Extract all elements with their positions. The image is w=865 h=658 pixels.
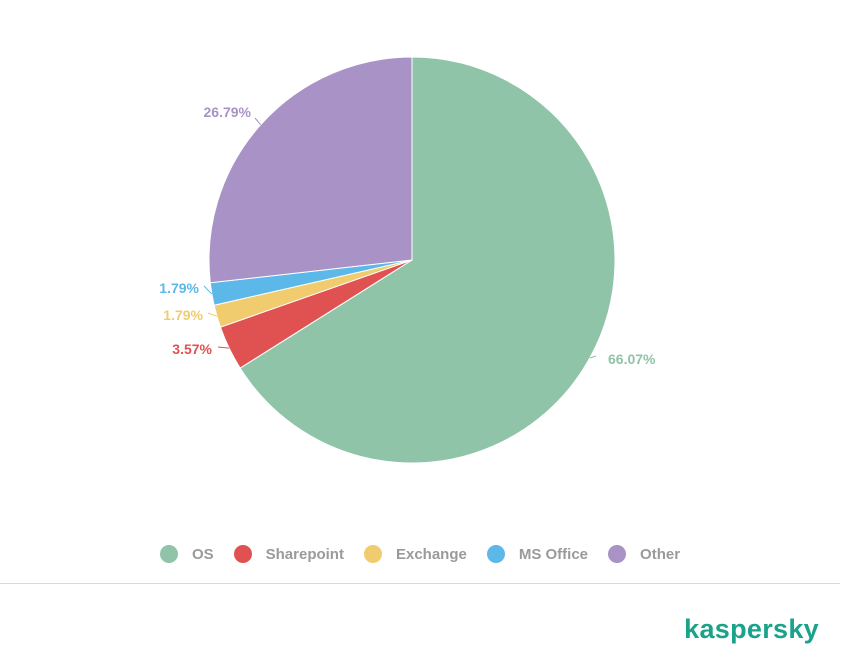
pie-slices: [208, 56, 616, 464]
legend-swatch-other: [608, 545, 627, 563]
leader-line-sharepoint: [217, 346, 230, 349]
legend-label-os: OS: [191, 545, 214, 563]
legend-item-other[interactable]: Other: [608, 545, 680, 563]
legend-item-ms-office[interactable]: MS Office: [486, 545, 589, 563]
legend-label-other: Other: [640, 545, 681, 563]
leader-line-os: [589, 355, 597, 359]
legend-label-sharepoint: Sharepoint: [265, 545, 344, 563]
leader-line-ms-office: [203, 285, 213, 295]
leader-line-other: [254, 117, 262, 126]
legend-item-sharepoint[interactable]: Sharepoint: [233, 545, 344, 563]
legend-swatch-os: [159, 545, 178, 563]
legend-swatch-sharepoint: [233, 545, 252, 563]
leader-line-exchange: [207, 312, 218, 317]
legend-swatch-exchange: [363, 545, 382, 563]
legend-item-os[interactable]: OS: [159, 545, 214, 563]
pie-slice-os[interactable]: [239, 56, 616, 464]
slice-label-os: 66.07%: [608, 351, 656, 367]
slice-label-ms-office: 1.79%: [159, 280, 199, 296]
chart-legend: OS Sharepoint Exchange MS Office Other: [0, 545, 840, 563]
kaspersky-logo: kaspersky: [684, 614, 819, 644]
legend-item-exchange[interactable]: Exchange: [363, 545, 467, 563]
slice-label-other: 26.79%: [204, 104, 252, 120]
slice-label-exchange: 1.79%: [163, 307, 203, 323]
pie-slice-other[interactable]: [208, 56, 413, 284]
footer-divider: [0, 583, 840, 584]
legend-label-exchange: Exchange: [395, 545, 467, 563]
label-leader-lines: [203, 117, 597, 359]
slice-labels: 66.07% 3.57% 1.79% 1.79% 26.79%: [159, 104, 656, 367]
slice-label-sharepoint: 3.57%: [172, 341, 212, 357]
legend-swatch-ms-office: [486, 545, 505, 563]
legend-label-ms-office: MS Office: [518, 545, 589, 563]
